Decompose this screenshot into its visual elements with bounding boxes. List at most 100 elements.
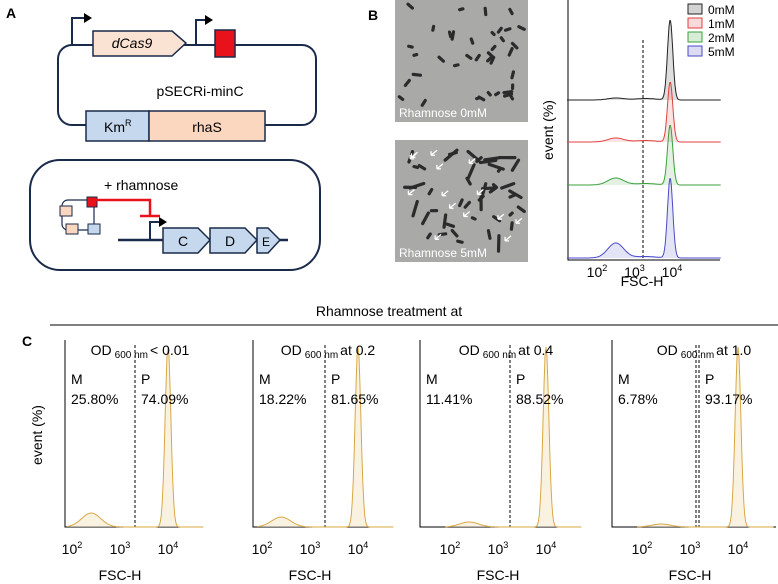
- x-tick-label: 102: [587, 263, 608, 280]
- cell: [427, 187, 434, 196]
- tick-exp: 3: [695, 540, 700, 550]
- gate-name: P: [516, 371, 525, 387]
- title-od: OD: [91, 342, 112, 358]
- cell: [420, 98, 427, 107]
- cell: [508, 7, 514, 16]
- tick-base: 10: [440, 541, 456, 557]
- cell: [458, 7, 465, 12]
- cell: [486, 56, 493, 63]
- cell: [483, 6, 488, 17]
- cell: [447, 30, 453, 39]
- arrow: [430, 149, 438, 156]
- tick-exp: 2: [267, 540, 272, 550]
- cell: [403, 78, 411, 88]
- x-tick-label: 104: [158, 540, 179, 557]
- cell: [397, 95, 405, 101]
- tick-base: 10: [62, 541, 78, 557]
- tick-exp: 3: [503, 540, 508, 550]
- tick-base: 10: [536, 541, 552, 557]
- cell: [412, 52, 419, 57]
- axes: [567, 0, 720, 261]
- micrograph: [395, 0, 528, 122]
- histogram-curve: [567, 125, 721, 186]
- legend-label: 5mM: [708, 45, 735, 59]
- kmr-sup: R: [125, 118, 132, 128]
- arrowhead: [84, 13, 92, 23]
- cell: [465, 53, 473, 60]
- x-axis-label: FSC-H: [621, 273, 664, 289]
- histogram-curve: [67, 346, 204, 528]
- cell: [502, 89, 514, 95]
- cell: [437, 55, 446, 63]
- legend-swatch: [687, 17, 703, 29]
- cell: [510, 83, 515, 91]
- tick-base: 10: [110, 541, 126, 557]
- cell: [458, 198, 464, 208]
- gate-name: M: [259, 371, 271, 387]
- cell: [496, 26, 503, 34]
- tick-base: 10: [662, 264, 678, 280]
- gate-percent: 93.17%: [705, 391, 752, 407]
- tick-exp: 2: [602, 263, 607, 273]
- tick-exp: 2: [647, 540, 652, 550]
- tick-exp: 2: [77, 540, 82, 550]
- cell: [456, 239, 464, 244]
- promoter-arrow: [149, 221, 162, 240]
- tick-exp: 4: [551, 540, 556, 550]
- plasmid-name: pSECRi-minC: [156, 83, 243, 99]
- x-tick-label: 103: [110, 540, 131, 557]
- cell: [497, 155, 517, 160]
- gate-percent: 88.52%: [516, 391, 563, 407]
- y-axis-label: event (%): [540, 100, 556, 160]
- mini-gene: [87, 223, 101, 235]
- x-tick-label: 103: [680, 540, 701, 557]
- gene-e: [256, 227, 282, 254]
- arrow: [468, 157, 476, 165]
- arrowhead: [205, 15, 213, 25]
- gate-name: M: [71, 371, 83, 387]
- arrow: [504, 235, 512, 242]
- histogram-curve: [567, 20, 721, 101]
- legend-swatch: [687, 31, 703, 43]
- gate-name: M: [618, 371, 630, 387]
- arrow: [407, 189, 415, 196]
- panel-title: OD 600 nm < 0.01: [91, 342, 190, 361]
- cell: [450, 30, 456, 41]
- cell: [508, 211, 514, 217]
- x-tick-label: 102: [440, 540, 461, 557]
- gate-percent: 74.09%: [141, 391, 188, 407]
- arrow: [441, 190, 449, 197]
- gene-label: dCas9: [112, 35, 153, 51]
- panel-label: A: [6, 5, 16, 21]
- cell: [486, 229, 492, 240]
- histogram-curve: [567, 178, 721, 259]
- cell: [496, 167, 502, 173]
- image-label: Rhamnose 0mM: [399, 106, 487, 120]
- arrow: [463, 211, 471, 218]
- panel-a: [29, 13, 321, 271]
- tick-base: 10: [632, 541, 648, 557]
- histogram-curve: [445, 346, 582, 528]
- gene-label: E: [262, 235, 270, 249]
- promoter-arrow: [71, 17, 88, 44]
- tick-exp: 3: [640, 263, 645, 273]
- x-tick-label: 103: [488, 540, 509, 557]
- tick-base: 10: [300, 541, 316, 557]
- histogram-fill: [67, 347, 204, 527]
- cell: [480, 182, 488, 197]
- x-tick-label: 102: [632, 540, 653, 557]
- title-cond: at 0.4: [518, 342, 553, 358]
- panel-label: B: [368, 7, 378, 23]
- legend-label: 0mM: [708, 3, 735, 17]
- x-tick-label: 103: [624, 263, 645, 280]
- cell: [463, 200, 472, 209]
- arrow: [515, 217, 523, 224]
- cell: [509, 221, 514, 231]
- arrow: [434, 233, 442, 241]
- cell-outline: [29, 159, 321, 271]
- title-sub: 600 nm: [483, 350, 516, 361]
- gate-percent: 6.78%: [618, 391, 658, 407]
